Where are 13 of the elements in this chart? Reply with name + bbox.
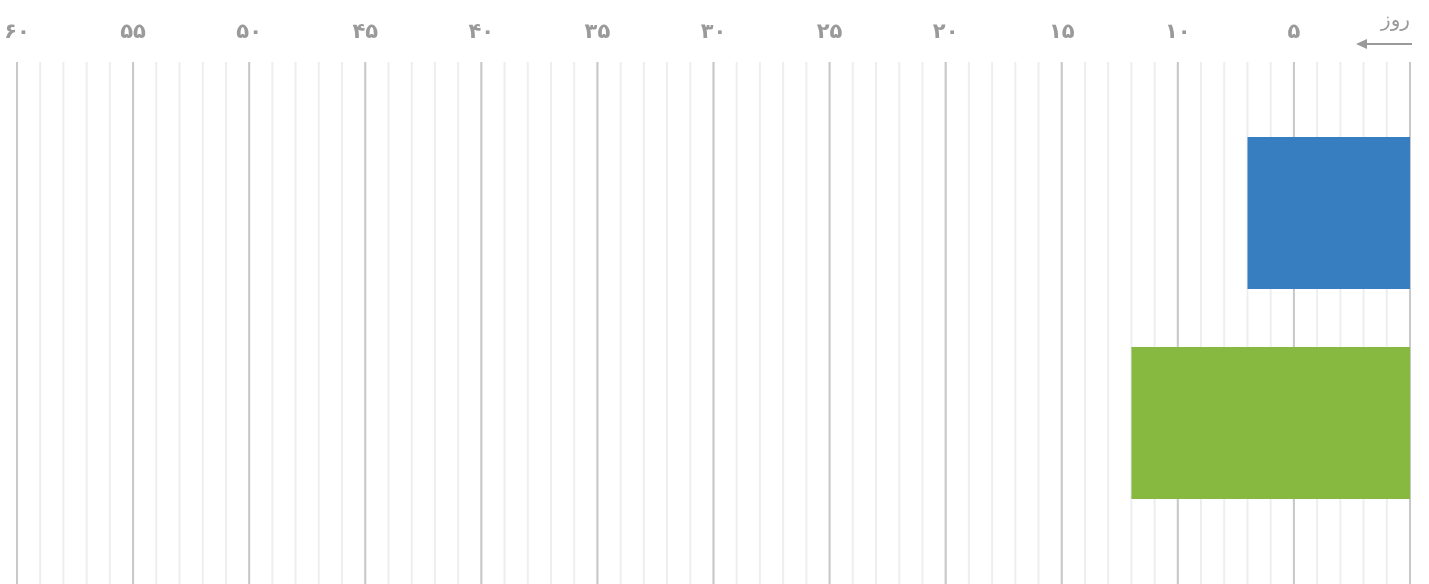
x-tick-label: ۴۰ xyxy=(468,19,495,43)
x-tick-label: ۵۰ xyxy=(236,19,262,43)
x-tick-label: ۴۵ xyxy=(352,19,379,43)
x-tick-label: ۳۰ xyxy=(700,19,727,43)
x-tick-label: ۱۵ xyxy=(1048,19,1075,43)
x-tick-label: ۲۰ xyxy=(932,19,959,43)
x-tick-label: ۶۰ xyxy=(4,19,30,43)
x-tick-label: ۱۰ xyxy=(1165,19,1191,43)
x-tick-label: ۵ xyxy=(1287,19,1301,43)
x-tick-label: ۲۵ xyxy=(816,19,843,43)
x-axis-title: روز xyxy=(1380,7,1410,31)
x-tick-label: ۳۵ xyxy=(584,19,611,43)
x-tick-label: ۵۵ xyxy=(120,19,147,43)
